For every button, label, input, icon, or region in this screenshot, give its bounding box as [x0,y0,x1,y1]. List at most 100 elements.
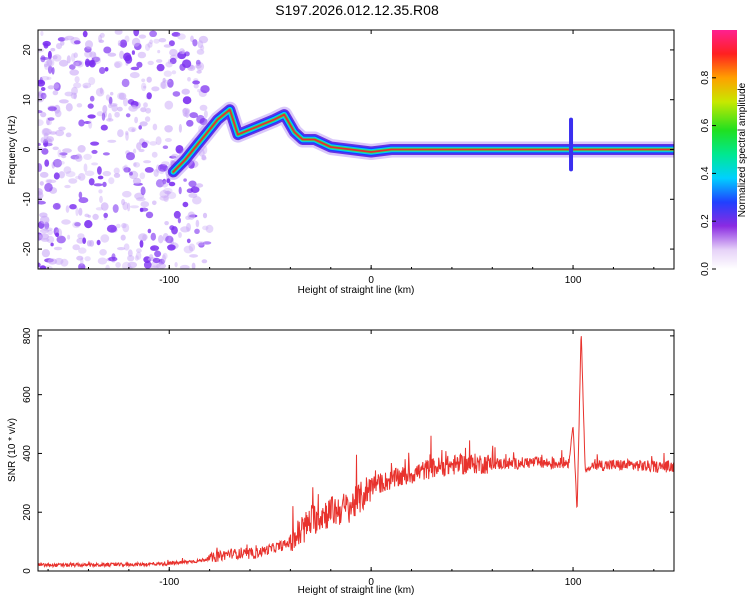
noise-blob [47,258,58,265]
noise-blob [52,90,59,96]
noise-blob [149,254,154,260]
noise-blob [138,34,147,39]
noise-blob [193,83,199,89]
noise-blob [84,220,93,229]
noise-blob [58,126,66,131]
noise-blob [188,243,196,252]
noise-blob [100,124,108,131]
noise-blob [101,112,106,121]
noise-blob [65,132,72,138]
noise-blob [136,142,142,151]
noise-blob [55,232,60,238]
noise-blob [98,39,105,43]
noise-blob [47,85,55,90]
noise-blob [153,38,160,44]
noise-blob [72,62,80,67]
noise-blob [89,51,97,58]
noise-blob [165,61,173,68]
noise-blob [56,43,62,50]
noise-blob [147,42,153,48]
noise-blob [111,253,116,261]
noise-blob [200,85,210,94]
noise-blob [141,82,147,92]
noise-blob [159,195,169,201]
noise-blob [51,67,55,75]
noise-blob [144,167,154,173]
noise-blob [147,60,154,66]
noise-blob [73,52,78,58]
noise-blob [61,154,67,159]
noise-blob [95,87,105,97]
noise-blob [53,172,60,180]
noise-blob [72,221,81,229]
snr-series-line [38,336,674,569]
noise-blob [78,197,89,204]
noise-blob [42,128,52,136]
noise-blob [164,221,169,226]
noise-blob [64,35,75,41]
noise-blob [82,237,87,244]
noise-blob [47,138,53,147]
noise-blob [91,162,99,166]
noise-blob [126,152,135,161]
colorbar-gradient [712,30,737,269]
noise-blob [99,87,103,94]
noise-blob [122,201,129,211]
noise-blob [40,76,50,81]
colorbar-tick-label: 0.8 [700,70,711,84]
noise-blob [178,123,182,133]
noise-blob [39,228,50,234]
noise-blob [40,137,45,144]
noise-blob [149,39,154,45]
noise-blob [164,125,173,133]
noise-blob [167,244,176,251]
noise-blob [114,62,121,69]
noise-blob [135,251,142,260]
noise-blob [119,50,125,59]
noise-blob [182,49,185,55]
noise-blob [84,213,90,218]
noise-blob [182,201,189,208]
noise-blob [69,69,79,76]
noise-blob [158,169,165,175]
noise-blob [40,30,44,36]
noise-blob [160,81,166,89]
noise-blob [109,103,118,107]
noise-blob [196,49,205,55]
noise-blob [152,200,157,206]
noise-blob [144,116,151,122]
noise-blob [195,183,204,188]
noise-blob [162,145,169,149]
noise-blob [102,152,110,156]
noise-blob [155,179,165,188]
y-tick-label: 0 [22,146,33,152]
noise-blob [82,82,92,89]
noise-blob [150,245,160,251]
noise-blob [91,149,98,154]
noise-blob [158,38,167,43]
colorbar: 0.0 0.2 0.4 0.6 0.8 Normalized spectral ampl… [700,30,748,276]
y-tick-label: 800 [22,327,33,344]
noise-blob [163,187,173,194]
noise-blob [102,181,107,188]
noise-blob [195,64,202,69]
noise-blob [205,224,214,233]
noise-blob [99,32,105,38]
noise-blob [52,55,58,60]
noise-blob [131,37,141,47]
noise-blob [88,120,93,129]
noise-blob [179,48,185,55]
noise-blob [40,87,46,91]
noise-blob [92,213,99,220]
noise-blob [189,254,199,258]
noise-blob [98,189,103,194]
figure-title: S197.2026.012.12.35.R08 [275,2,439,18]
noise-blob [140,186,146,196]
noise-blob [199,104,208,111]
noise-blob [133,148,137,154]
noise-blob [133,162,141,168]
noise-blob [107,139,117,143]
noise-blob [186,222,191,232]
noise-blob [132,177,142,185]
snr-y-label: SNR (10 * v/v) [7,418,18,482]
